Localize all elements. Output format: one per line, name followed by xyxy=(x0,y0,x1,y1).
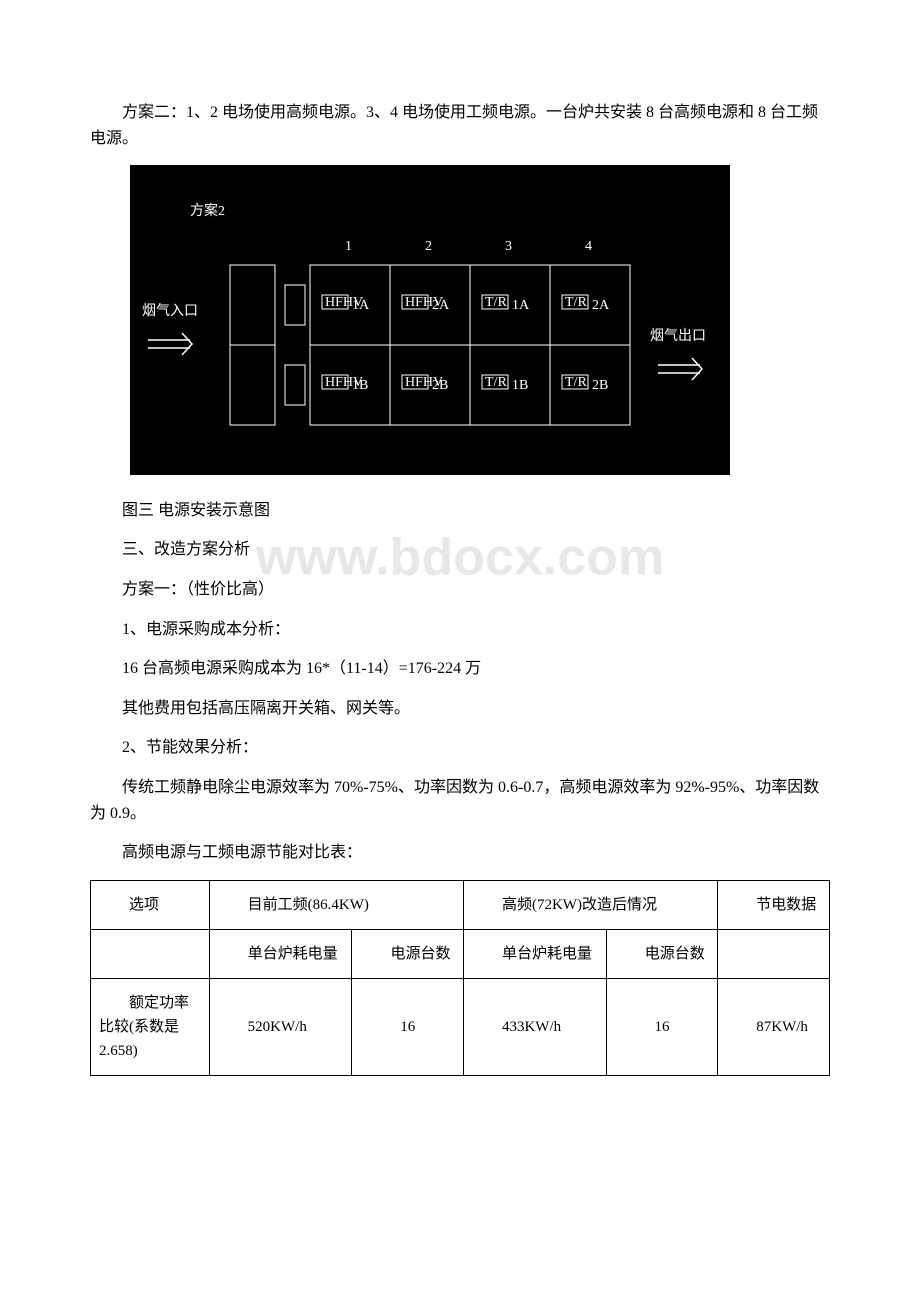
cost-analysis-title: 1、电源采购成本分析： xyxy=(90,617,830,643)
row1-after-kwh: 433KW/h xyxy=(463,978,606,1075)
svg-text:1B: 1B xyxy=(512,378,528,393)
svg-text:2B: 2B xyxy=(592,378,608,393)
table-header-row: 选项 目前工频(86.4KW) 高频(72KW)改造后情况 节电数据 xyxy=(91,880,830,929)
outlet-label: 烟气出口 xyxy=(650,328,706,344)
subhead-cur-count: 电源台数 xyxy=(352,929,464,978)
scheme1-title: 方案一：（性价比高） xyxy=(90,577,830,603)
comparison-table: 选项 目前工频(86.4KW) 高频(72KW)改造后情况 节电数据 单台炉耗电… xyxy=(90,880,830,1076)
section-3-title: 三、改造方案分析 xyxy=(90,537,830,563)
power-install-diagram: 方案2 1 2 3 4 烟气入口 烟气出口 xyxy=(130,165,730,475)
paragraph-scheme2: 方案二：1、2 电场使用高频电源。3、4 电场使用工频电源。一台炉共安装 8 台… xyxy=(90,100,830,151)
col-4: 4 xyxy=(585,239,592,254)
energy-body: 传统工频静电除尘电源效率为 70%-75%、功率因数为 0.6-0.7，高频电源… xyxy=(90,775,830,826)
subhead-cur-unit: 单台炉耗电量 xyxy=(209,929,352,978)
svg-text:2A: 2A xyxy=(592,298,610,313)
table-data-row-1: 额定功率比较(系数是2.658) 520KW/h 16 433KW/h 16 8… xyxy=(91,978,830,1075)
th-current: 目前工频(86.4KW) xyxy=(209,880,463,929)
col-3: 3 xyxy=(505,239,512,254)
row1-cur-count: 16 xyxy=(352,978,464,1075)
svg-text:T/R: T/R xyxy=(485,375,507,390)
svg-text:T/R: T/R xyxy=(565,375,587,390)
svg-text:T/R: T/R xyxy=(565,295,587,310)
row1-save: 87KW/h xyxy=(718,978,830,1075)
diagram-container: 方案2 1 2 3 4 烟气入口 烟气出口 xyxy=(130,165,830,484)
th-save: 节电数据 xyxy=(718,880,830,929)
svg-text:1A: 1A xyxy=(352,298,370,313)
diagram-title: 方案2 xyxy=(190,202,225,219)
row1-label: 额定功率比较(系数是2.658) xyxy=(91,978,210,1075)
subhead-after-count: 电源台数 xyxy=(606,929,718,978)
cost-line-1: 16 台高频电源采购成本为 16*（11-14）=176-224 万 xyxy=(90,656,830,682)
subhead-save-empty xyxy=(718,929,830,978)
table-caption: 高频电源与工频电源节能对比表： xyxy=(90,840,830,866)
cost-line-2: 其他费用包括高压隔离开关箱、网关等。 xyxy=(90,696,830,722)
svg-text:2B: 2B xyxy=(432,378,448,393)
table-subheader-row: 单台炉耗电量 电源台数 单台炉耗电量 电源台数 xyxy=(91,929,830,978)
svg-text:1A: 1A xyxy=(512,298,530,313)
subhead-after-unit: 单台炉耗电量 xyxy=(463,929,606,978)
diagram-caption: 图三 电源安装示意图 xyxy=(90,498,830,524)
col-1: 1 xyxy=(345,239,352,254)
subhead-empty xyxy=(91,929,210,978)
inlet-label: 烟气入口 xyxy=(142,303,198,319)
svg-text:2A: 2A xyxy=(432,298,450,313)
th-option: 选项 xyxy=(91,880,210,929)
col-2: 2 xyxy=(425,239,432,254)
energy-analysis-title: 2、节能效果分析： xyxy=(90,735,830,761)
row1-cur-kwh: 520KW/h xyxy=(209,978,352,1075)
row1-after-count: 16 xyxy=(606,978,718,1075)
svg-text:1B: 1B xyxy=(352,378,368,393)
svg-text:T/R: T/R xyxy=(485,295,507,310)
th-after: 高频(72KW)改造后情况 xyxy=(463,880,717,929)
